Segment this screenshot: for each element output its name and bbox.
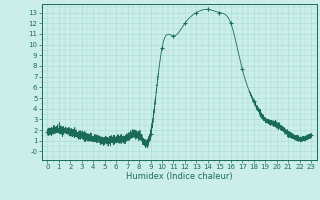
X-axis label: Humidex (Indice chaleur): Humidex (Indice chaleur): [126, 172, 233, 181]
